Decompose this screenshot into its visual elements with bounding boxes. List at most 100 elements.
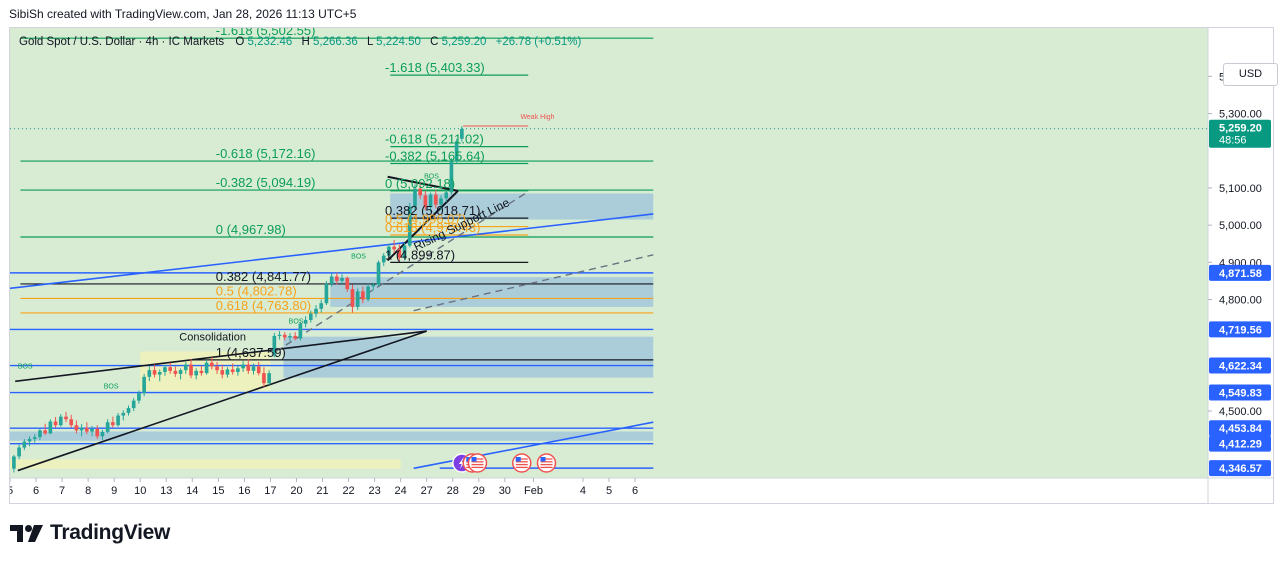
price-badge [1209,321,1271,338]
candle-body [345,277,350,290]
candle-body [121,412,126,416]
price-badge-label: 4,453.84 [1219,423,1263,435]
x-axis-tick-label: 9 [111,485,117,497]
level-label: 1 (4,899.87) [385,247,455,262]
candle-body [58,416,63,426]
candle-body [246,364,251,371]
candle-body [303,319,308,324]
plot-background [10,28,1208,478]
candle-body [64,416,68,420]
level-label: 0.382 (4,841.77) [216,269,311,284]
close-label: C [430,36,438,48]
candle-body [189,364,193,376]
chart-annotation: BOS [351,254,366,261]
level-label: -0.382 (5,094.19) [216,175,316,190]
level-label: -0.618 (5,211.02) [385,132,484,147]
currency-button[interactable]: USD [1223,63,1278,86]
price-badge-label: 4,622.34 [1219,361,1263,373]
candle-body [366,286,370,300]
candle-body [230,369,235,373]
us-flag-event-icon[interactable] [536,453,557,473]
x-axis-tick-label: 15 [212,485,224,497]
candle-body [293,335,297,339]
candle-body [433,194,438,205]
dashed-trend-line [413,254,654,312]
candle-body [168,367,172,371]
candle-body [183,364,188,371]
trend-line [387,175,459,192]
trend-line [15,330,427,383]
candle-body [449,161,454,193]
x-axis-tick-label: 23 [368,485,380,497]
chart-annotation: BOS [104,384,119,391]
candle-body [361,291,365,300]
price-badge [1209,460,1271,477]
candle-body [324,283,329,304]
x-axis-tick-label: 24 [395,485,407,497]
us-flag-event-icon[interactable] [512,453,532,473]
candle-body [22,441,27,448]
high-value: 5,266.36 [313,36,358,48]
flag-canton [471,457,477,462]
us-flag-event-icon[interactable] [467,453,488,473]
candle-body [215,366,219,371]
level-label: -1.618 (5,403.33) [385,60,485,75]
candle-body [288,335,292,338]
x-axis-tick-label: 29 [473,485,485,497]
current-price-label: 5,259.20 [1219,123,1262,135]
candle-body [178,370,183,374]
chart-panel[interactable]: -1.618 (5,502.55) -1.618 (5,403.33) -0.618… [9,27,1278,504]
tradingview-logo[interactable]: TradingView [10,519,170,547]
level-label: 0.382 (5,018.71) [385,203,480,218]
price-badge-label: 4,719.56 [1219,324,1262,336]
x-axis-tick-label: 16 [238,485,250,497]
svg-text:Gold Spot / U.S. Dollar · 4h ·: Gold Spot / U.S. Dollar · 4h · IC Market… [19,36,581,48]
zone-box [283,336,654,378]
y-axis-tick-label: 5,300.00 [1219,109,1262,121]
candle-body [454,141,459,162]
candle-body [267,373,271,384]
candle-body [350,289,355,307]
candle-body [397,249,402,258]
x-axis-tick-label: 5 [606,485,612,497]
candle-body [90,428,94,432]
candle-body [439,198,443,205]
price-badge [1209,357,1271,374]
x-axis-tick-label: Feb [524,485,543,497]
candle-body [69,419,74,426]
candle-body [163,367,167,373]
price-badge-label: 4,346.57 [1219,463,1262,475]
candle-body [314,308,318,314]
candle-body [251,366,256,371]
candle-body [95,428,100,437]
candle-body [335,276,339,281]
price-badge [1209,420,1271,437]
x-axis-tick-label: 22 [342,485,354,497]
price-badge [1209,264,1271,281]
candle-body [225,369,230,375]
candle-body [48,421,53,434]
candle-body [194,370,199,376]
high-label: H [301,36,309,48]
chart-credit: SibiSh created with TradingView.com, Jan… [9,7,357,21]
candle-body [298,323,303,339]
candle-body [381,255,386,263]
candle-body [53,421,58,426]
price-badge [1209,435,1271,452]
trend-line [10,213,654,290]
candle-body [308,313,313,320]
y-axis-tick-label: 5,000.00 [1219,220,1262,232]
candle-body [199,370,204,374]
candle-body [157,372,162,375]
x-axis-tick-label: 30 [499,485,511,497]
price-chart[interactable]: -1.618 (5,502.55) -1.618 (5,403.33) -0.618… [10,28,1273,503]
level-label: 0.618 (4,973.43) [385,220,480,235]
candle-body [131,400,136,409]
symbol-name: Gold Spot / U.S. Dollar · 4h · IC Market… [19,36,224,48]
price-badge-label: 4,871.58 [1219,268,1262,280]
candle-body [210,362,214,367]
open-value: 5,232.46 [248,36,293,48]
x-axis-tick-label: 6 [632,485,638,497]
candle-body [236,368,240,373]
low-label: L [367,36,374,48]
